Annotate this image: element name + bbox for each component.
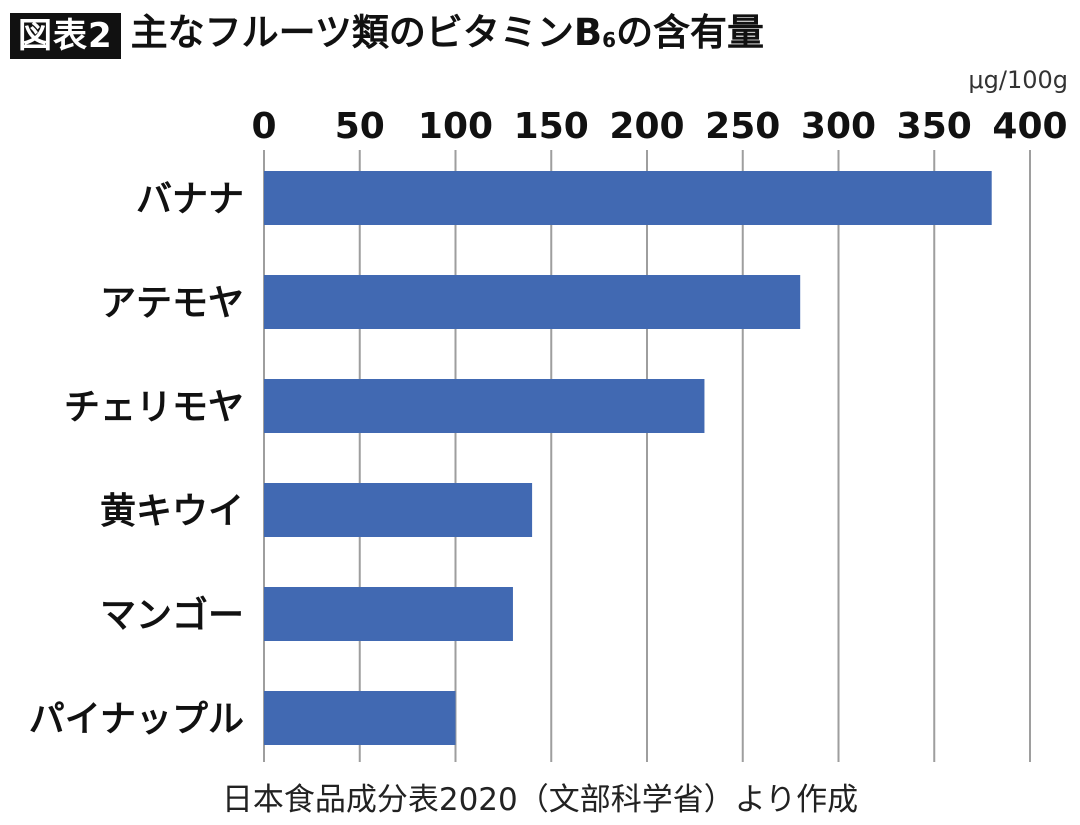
category-label-3: チェリモヤ <box>64 387 244 428</box>
chart-header: 図表2 主なフルーツ類のビタミンB6の含有量 <box>10 10 764 62</box>
unit-label: μg/100g <box>968 66 1068 94</box>
x-tick-label-100: 100 <box>418 106 493 147</box>
category-label-6: パイナップル <box>29 699 244 740</box>
source-note: 日本食品成分表2020（文部科学省）より作成 <box>221 782 859 818</box>
x-tick-label-50: 50 <box>335 106 385 147</box>
chart-title: 主なフルーツ類のビタミンB6の含有量 <box>131 10 764 63</box>
x-tick-label-300: 300 <box>801 106 876 147</box>
bar-6 <box>264 691 456 745</box>
x-tick-label-200: 200 <box>609 106 684 147</box>
category-label-4: 黄キウイ <box>100 491 244 532</box>
bar-5 <box>264 587 513 641</box>
x-tick-labels: 0 50 100 150 200 250 300 350 400 <box>251 106 1067 147</box>
x-tick-label-350: 350 <box>897 106 972 147</box>
x-tick-label-400: 400 <box>992 106 1067 147</box>
bars <box>264 171 992 745</box>
bar-3 <box>264 379 705 433</box>
grid-lines <box>263 150 1031 762</box>
x-tick-label-250: 250 <box>705 106 780 147</box>
x-tick-label-0: 0 <box>251 106 276 147</box>
category-label-2: アテモヤ <box>100 283 244 324</box>
category-label-5: マンゴー <box>100 594 244 636</box>
chart-title-main: 主なフルーツ類のビタミンB <box>130 10 603 54</box>
chart-title-tail: の含有量 <box>616 10 765 54</box>
bar-4 <box>264 483 533 537</box>
bar-1 <box>264 171 992 225</box>
x-tick-label-150: 150 <box>514 106 589 147</box>
chart-title-subscript: 6 <box>602 27 617 52</box>
figure-badge: 図表2 <box>10 13 121 59</box>
category-label-1: バナナ <box>136 179 244 220</box>
bar-2 <box>264 275 801 329</box>
